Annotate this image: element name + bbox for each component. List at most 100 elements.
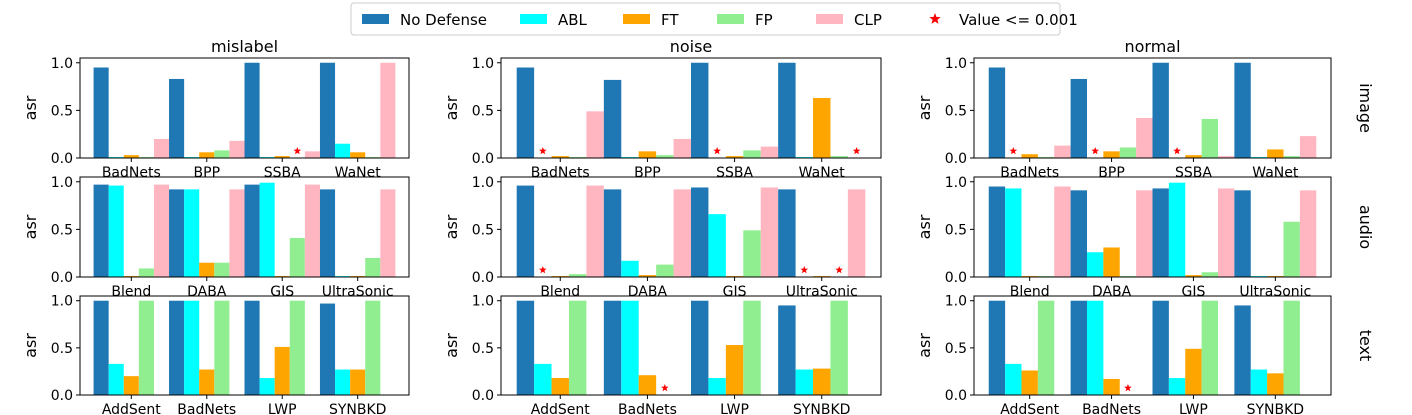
bar xyxy=(988,186,1006,277)
bar xyxy=(274,156,290,158)
panel-image-noise: 0.0 0.5 1.0 BadNets BPP SSBA WaNet asr noise xyxy=(442,37,882,181)
bar xyxy=(184,300,200,395)
bar xyxy=(1218,156,1235,158)
y-tick-label: 0.0 xyxy=(945,270,967,286)
x-tick-label: BadNets xyxy=(102,165,161,181)
bar xyxy=(1152,188,1169,277)
x-tick-label: UltraSonic xyxy=(322,284,394,300)
axes-frame xyxy=(973,57,1332,159)
panel-audio-normal: 0.0 0.5 1.0 Blend DABA GIS UltraSonic asr audio xyxy=(915,175,1375,300)
bar xyxy=(1283,300,1300,395)
legend-marker-star-icon xyxy=(929,13,941,24)
low-value-marker-star-icon xyxy=(661,384,669,392)
low-value-marker-star-icon xyxy=(293,147,302,155)
bar xyxy=(1054,186,1071,277)
bar xyxy=(350,152,366,158)
panel-text-normal: 0.0 0.5 1.0 AddSent BadNets LWP SYNBKD asr text xyxy=(915,294,1375,415)
column-title: mislabel xyxy=(211,37,278,56)
axes-frame xyxy=(973,176,1332,278)
bar xyxy=(725,156,744,158)
y-tick-label: 1.0 xyxy=(51,294,73,310)
bar xyxy=(289,300,305,395)
legend-label: FP xyxy=(755,11,773,29)
bar xyxy=(830,156,848,158)
column-title: noise xyxy=(670,37,713,56)
x-tick-label: GIS xyxy=(270,284,294,300)
bar xyxy=(691,187,709,277)
axes-frame xyxy=(79,295,410,396)
y-tick-label: 0.0 xyxy=(472,388,494,404)
panel-text-mislabel: 0.0 0.5 1.0 AddSent BadNets LWP SYNBKD asr xyxy=(21,294,410,415)
bar xyxy=(1185,348,1202,395)
y-tick-label: 0.0 xyxy=(51,270,73,286)
y-axis-label: asr xyxy=(21,333,40,358)
x-tick-label: UltraSonic xyxy=(1239,284,1311,300)
y-axis-label: asr xyxy=(442,333,461,358)
bar xyxy=(673,138,691,158)
y-tick-label: 0.0 xyxy=(945,388,967,404)
bar xyxy=(214,262,230,277)
x-tick-label: BadNets xyxy=(618,402,677,415)
bar xyxy=(184,189,200,277)
x-tick-label: BadNets xyxy=(1000,165,1059,181)
y-tick-label: 0.5 xyxy=(51,222,73,238)
bar xyxy=(1021,370,1038,395)
x-tick-label: BadNets xyxy=(177,402,236,415)
y-axis-label: asr xyxy=(21,214,40,239)
low-value-marker-star-icon xyxy=(539,266,547,274)
bar xyxy=(304,151,320,158)
bar xyxy=(1201,118,1219,158)
panel-text-noise: 0.0 0.5 1.0 AddSent BadNets LWP SYNBKD asr xyxy=(442,294,882,415)
bar xyxy=(289,237,305,277)
bar xyxy=(1152,300,1169,395)
bar xyxy=(603,300,622,395)
panel-image-normal: 0.0 0.5 1.0 BadNets BPP SSBA WaNet asr normal ima… xyxy=(915,37,1375,181)
x-tick-label: SSBA xyxy=(716,165,753,181)
bar xyxy=(229,140,245,158)
bar xyxy=(1218,188,1235,277)
bar xyxy=(813,98,831,158)
bar xyxy=(93,300,109,395)
x-tick-label: AddSent xyxy=(1000,402,1059,415)
bar xyxy=(1168,378,1186,395)
x-tick-label: BadNets xyxy=(1082,402,1141,415)
bar xyxy=(335,143,351,158)
y-axis-label: asr xyxy=(21,95,40,120)
y-axis-label: asr xyxy=(915,214,934,239)
bar xyxy=(1136,118,1153,158)
bar xyxy=(656,264,674,277)
bar xyxy=(516,67,535,158)
x-tick-label: LWP xyxy=(720,402,749,415)
bar xyxy=(586,185,604,277)
low-value-marker-star-icon xyxy=(1009,147,1018,155)
bar xyxy=(603,189,622,277)
y-tick-label: 1.0 xyxy=(51,56,73,72)
bar xyxy=(304,184,320,277)
bar xyxy=(778,189,796,277)
bar xyxy=(1070,300,1087,395)
y-tick-label: 0.5 xyxy=(51,103,73,119)
bar xyxy=(725,345,744,395)
bar xyxy=(93,67,109,158)
bar xyxy=(1267,149,1284,158)
bar xyxy=(153,138,170,158)
bar xyxy=(319,189,336,277)
y-tick-label: 1.0 xyxy=(945,56,967,72)
x-tick-label: DABA xyxy=(1092,284,1132,300)
y-tick-label: 0.5 xyxy=(945,341,967,357)
y-axis-label: asr xyxy=(442,95,461,120)
bar xyxy=(795,369,814,395)
x-tick-label: Blend xyxy=(540,284,580,300)
bar xyxy=(1070,190,1087,277)
bar xyxy=(760,146,779,158)
bar xyxy=(1103,247,1120,277)
y-tick-label: 0.5 xyxy=(472,103,494,119)
low-value-marker-star-icon xyxy=(539,147,547,155)
bar xyxy=(259,182,275,277)
low-value-marker-star-icon xyxy=(1124,384,1132,392)
bar xyxy=(93,184,109,277)
bar xyxy=(551,156,569,158)
bar xyxy=(1054,145,1071,158)
axes-frame xyxy=(500,57,882,159)
